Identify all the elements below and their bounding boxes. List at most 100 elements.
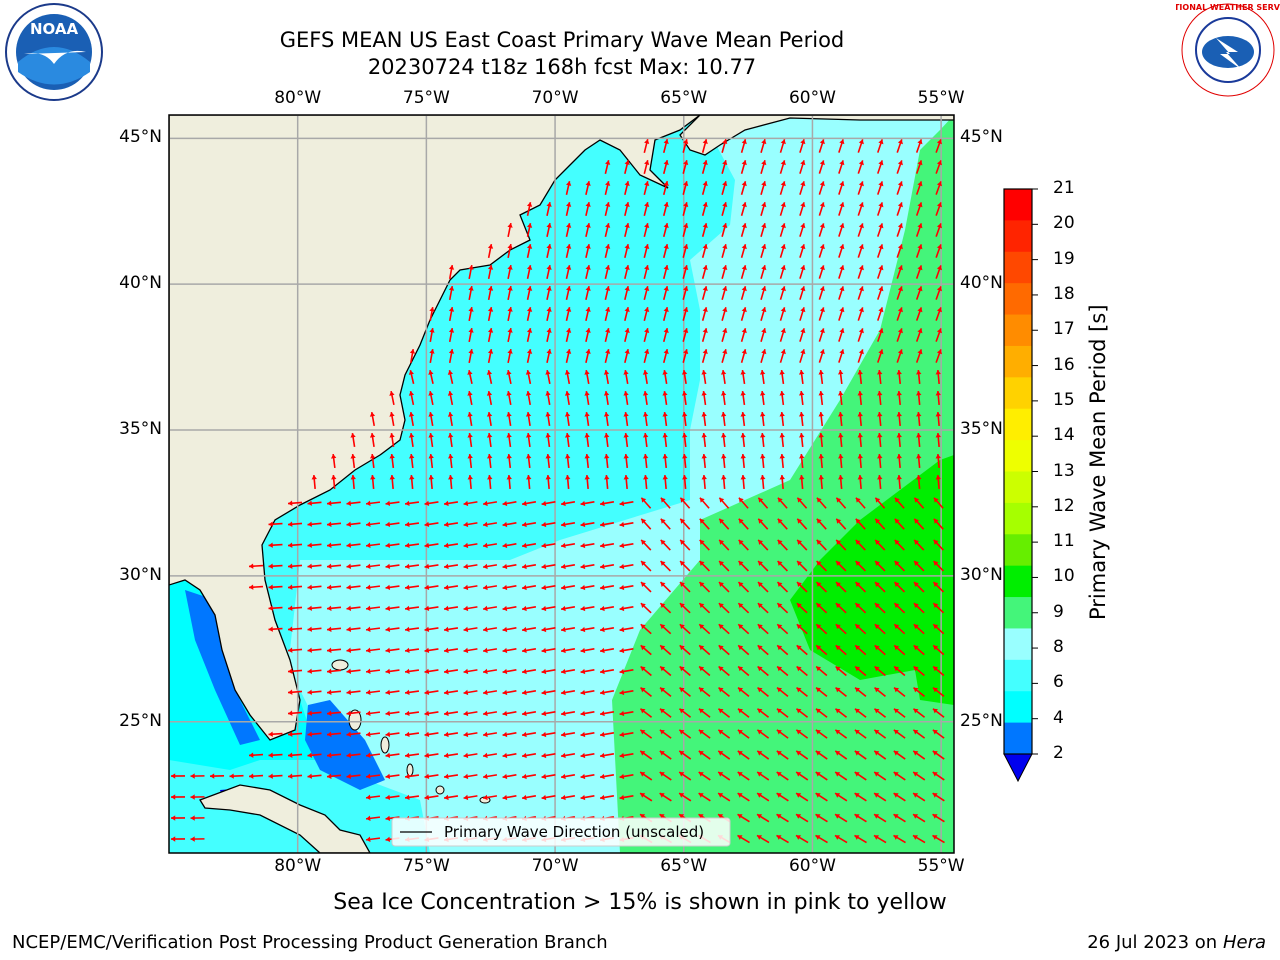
wave-arrow-head (642, 391, 649, 396)
wave-arrow-head (874, 687, 880, 693)
wave-arrow-head (815, 708, 821, 714)
wave-arrow-head (835, 814, 841, 819)
wave-arrow-head (897, 286, 903, 292)
wave-arrow-head (874, 645, 880, 651)
wave-arrow-head (779, 475, 785, 480)
wave-arrow-head (288, 521, 293, 527)
wave-arrow-head (815, 729, 821, 735)
wave-arrow-head (721, 433, 727, 438)
wave-arrow-head (777, 624, 783, 630)
wave-arrow-head (640, 772, 646, 777)
wave-arrow-head (624, 265, 630, 270)
wave-arrow-head (624, 202, 630, 207)
wave-arrow-head (389, 412, 395, 417)
wave-arrow-head (878, 349, 884, 355)
wave-arrow-head (463, 521, 469, 528)
wave-arrow-head (740, 433, 746, 438)
wave-arrow-head (541, 752, 547, 759)
wave-arrow-head (780, 349, 786, 355)
wave-arrow-head (816, 687, 822, 693)
wave-arrow-head (409, 349, 416, 354)
wave-arrow-head (838, 454, 844, 459)
wave-arrow-head (839, 202, 845, 208)
wave-arrow-head (561, 563, 566, 570)
lon-label-top: 60°W (788, 88, 836, 108)
wave-arrow-head (916, 412, 922, 417)
wave-arrow-head (507, 286, 513, 291)
wave-arrow-head (605, 265, 611, 270)
lon-label-top: 70°W (531, 88, 579, 108)
wave-arrow-head (875, 561, 880, 566)
wave-arrow-head (720, 391, 727, 396)
wave-arrow-head (933, 497, 939, 503)
wave-arrow-head (405, 500, 410, 507)
wave-arrow-head (878, 286, 884, 292)
wave-arrow-head (741, 139, 747, 145)
wave-arrow-head (405, 794, 410, 801)
wave-arrow-head (877, 391, 883, 396)
wave-arrow-head (327, 647, 332, 653)
wave-arrow-head (541, 689, 547, 696)
wave-arrow-head (897, 265, 903, 271)
lat-label-right: 25°N (960, 710, 1003, 731)
wave-arrow-head (405, 605, 410, 612)
wave-arrow-head (424, 647, 430, 654)
wave-arrow-head (819, 223, 825, 229)
wave-arrow-head (564, 412, 571, 417)
wave-arrow-head (796, 729, 802, 735)
wave-arrow-head (874, 666, 880, 672)
wave-arrow-head (541, 500, 547, 507)
wave-arrow-head (917, 223, 923, 229)
wave-arrow-head (268, 731, 273, 737)
wave-arrow-head (857, 391, 863, 396)
wave-arrow-head (487, 328, 494, 333)
wave-arrow-head (796, 708, 802, 714)
wave-arrow-head (760, 433, 766, 438)
wave-arrow-head (580, 794, 586, 801)
wave-arrow-head (702, 349, 708, 355)
wave-arrow-head (565, 454, 571, 459)
wave-arrow-head (346, 731, 352, 737)
wave-arrow-head (720, 412, 727, 417)
wave-arrow-head (660, 666, 666, 672)
wave-arrow-head (857, 475, 863, 480)
wave-arrow-head (623, 391, 629, 396)
wave-arrow-head (463, 731, 469, 738)
wave-arrow-head (662, 412, 668, 417)
wave-arrow-head (600, 668, 605, 675)
wave-arrow-head (428, 454, 434, 459)
wave-arrow-head (874, 793, 880, 798)
wave-arrow-head (702, 181, 708, 187)
wave-arrow-head (932, 814, 938, 819)
wave-arrow-head (600, 752, 605, 759)
wave-arrow-head (385, 710, 391, 717)
wave-arrow-head (541, 563, 547, 570)
wave-arrow-head (913, 793, 919, 798)
wave-arrow-head (662, 475, 668, 480)
wave-arrow-head (761, 202, 767, 208)
colorbar-tick-label: 6 (1053, 672, 1064, 693)
wave-arrow-head (584, 391, 590, 396)
wave-arrow-head (757, 793, 763, 798)
wave-arrow-head (854, 793, 860, 798)
wave-arrow-head (718, 750, 724, 756)
wave-arrow-head (580, 584, 586, 591)
wave-arrow-head (857, 433, 863, 438)
wave-arrow-head (268, 542, 273, 548)
wave-arrow-head (894, 518, 900, 524)
wave-arrow-head (502, 626, 508, 633)
wave-arrow-head (936, 286, 942, 292)
wave-arrow-head (605, 286, 611, 291)
wave-arrow-head (487, 265, 494, 270)
wave-arrow-head (366, 584, 371, 590)
wave-arrow-head (663, 307, 669, 312)
wave-arrow-head (366, 710, 371, 716)
wave-arrow-head (369, 433, 376, 438)
colorbar-segment (1004, 345, 1032, 378)
wave-arrow-head (835, 772, 841, 777)
wave-arrow-head (369, 412, 376, 417)
wave-arrow-head (741, 244, 747, 250)
colorbar-segment (1004, 189, 1032, 221)
wave-arrow-head (600, 521, 605, 528)
wave-arrow-head (327, 668, 332, 674)
